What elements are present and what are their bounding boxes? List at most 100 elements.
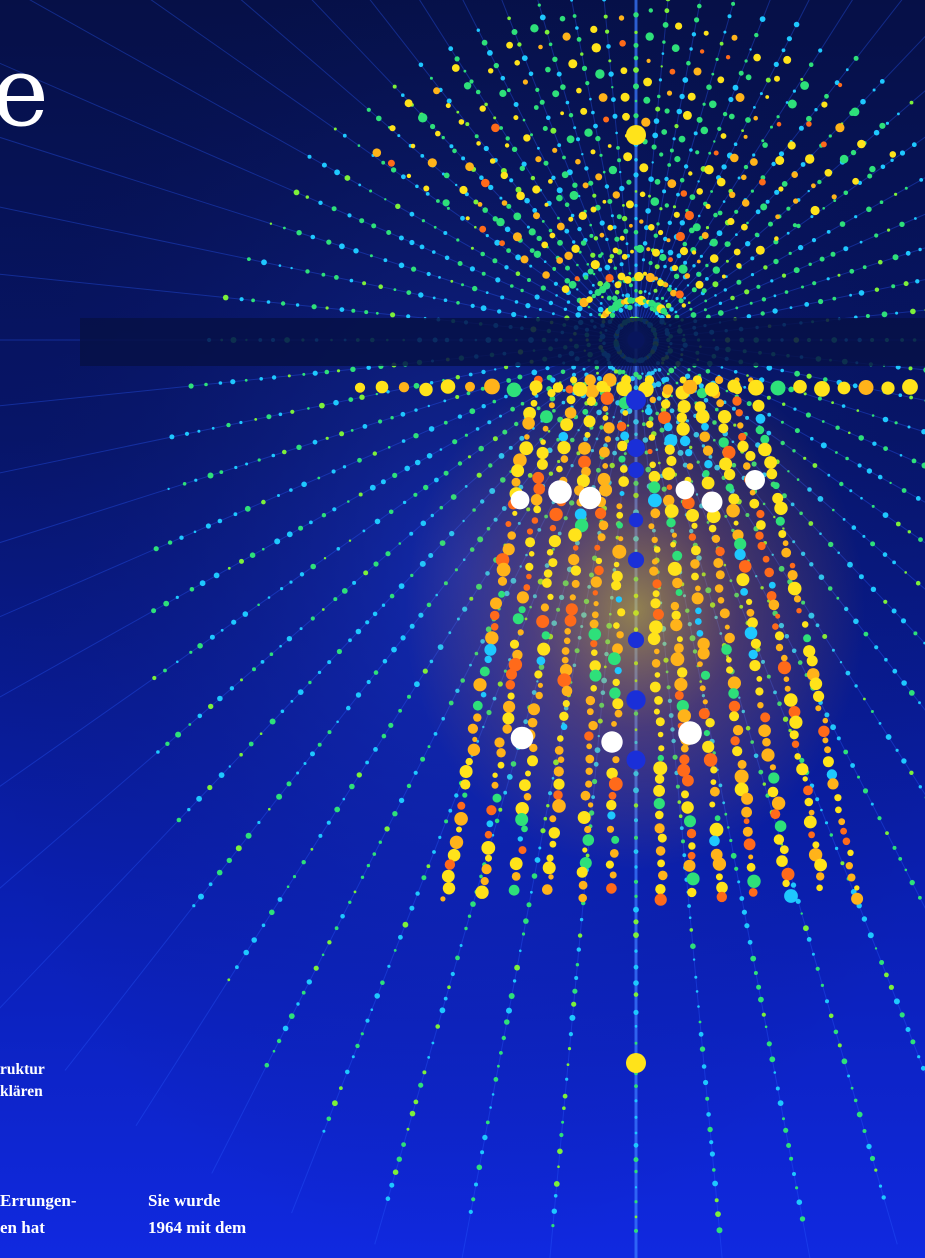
core-atom <box>671 264 679 272</box>
lattice-atom <box>714 1198 719 1203</box>
lattice-atom <box>616 146 620 150</box>
core-atom <box>690 559 700 569</box>
lattice-atom <box>786 36 793 42</box>
core-atom <box>818 725 830 737</box>
core-glow <box>405 350 865 870</box>
lattice-atom <box>853 1098 858 1103</box>
lattice-atom <box>633 229 639 235</box>
core-atom <box>869 165 876 173</box>
lattice-ray <box>537 0 637 341</box>
core-atom <box>687 851 696 860</box>
lattice-atom <box>167 487 170 491</box>
core-atom <box>536 615 550 628</box>
lattice-atom <box>388 722 394 728</box>
lattice-atom <box>595 135 601 142</box>
caption-line: klären <box>0 1083 43 1100</box>
lattice-atom <box>336 369 341 373</box>
lattice-atom <box>385 1196 391 1201</box>
core-atom <box>570 565 582 576</box>
core-atom <box>634 271 644 282</box>
lattice-atom <box>365 1018 370 1023</box>
core-atom <box>658 745 665 752</box>
lattice-atom <box>712 1180 718 1187</box>
core-atom <box>879 122 886 129</box>
core-atom <box>812 841 820 849</box>
highlight-atom <box>745 470 765 490</box>
lattice-atom <box>527 278 531 282</box>
core-atom <box>687 92 696 101</box>
lattice-atom <box>505 136 510 141</box>
core-atom <box>664 504 679 518</box>
lattice-atom <box>618 307 624 313</box>
lattice-atom <box>794 370 800 377</box>
lattice-atom <box>472 285 478 292</box>
core-atom <box>679 376 687 384</box>
lattice-ray <box>635 0 853 341</box>
lattice-atom <box>325 306 329 310</box>
lattice-atom <box>634 1084 638 1088</box>
lattice-atom <box>418 292 424 298</box>
lattice-atom <box>288 1013 295 1019</box>
lattice-atom <box>847 1074 851 1078</box>
core-atom <box>715 873 723 881</box>
lattice-atom <box>662 40 666 44</box>
core-atom <box>462 792 468 798</box>
core-atom <box>704 460 713 469</box>
core-atom <box>484 655 492 664</box>
lattice-atom <box>521 161 527 167</box>
lattice-atom <box>387 446 391 449</box>
core-atom <box>576 866 588 878</box>
core-atom <box>433 87 441 95</box>
core-atom <box>683 859 696 872</box>
lattice-atom <box>506 203 512 209</box>
core-atom <box>716 177 726 187</box>
lattice-atom <box>254 418 258 421</box>
lattice-atom <box>737 176 741 180</box>
core-atom <box>535 691 543 700</box>
lattice-atom <box>414 459 421 466</box>
core-atom <box>815 705 822 712</box>
core-atom <box>643 96 651 104</box>
lattice-atom <box>741 909 748 915</box>
lattice-atom <box>739 896 745 901</box>
core-atom <box>748 854 754 860</box>
core-atom <box>666 484 673 491</box>
core-atom <box>796 608 802 614</box>
lattice-atom <box>606 44 611 49</box>
lattice-atom <box>731 1 736 6</box>
lattice-atom <box>860 98 866 105</box>
lattice-atom <box>187 807 191 812</box>
core-atom <box>730 736 740 746</box>
lattice-atom <box>447 985 451 989</box>
lattice-atom <box>511 311 517 318</box>
lattice-atom <box>611 97 616 102</box>
core-atom <box>605 860 615 869</box>
lattice-atom <box>849 268 855 274</box>
lattice-atom <box>456 301 460 305</box>
lattice-atom <box>322 1129 326 1133</box>
core-atom <box>725 241 731 247</box>
core-atom <box>497 576 508 586</box>
lattice-atom <box>571 1001 577 1007</box>
lattice-atom <box>683 260 688 265</box>
highlight-atom <box>548 480 572 504</box>
lattice-atom <box>301 990 306 995</box>
core-atom <box>663 494 675 507</box>
lattice-atom <box>460 215 465 221</box>
lattice-atom <box>568 1032 574 1037</box>
lattice-atom <box>572 182 578 188</box>
core-atom <box>423 185 430 192</box>
lattice-atom <box>264 1062 270 1068</box>
core-atom <box>536 458 548 470</box>
lattice-atom <box>819 256 825 262</box>
core-atom <box>499 240 505 247</box>
core-atom <box>686 828 697 839</box>
core-atom <box>572 545 579 551</box>
lattice-atom <box>576 37 582 42</box>
lattice-atom <box>529 264 533 268</box>
lattice-atom <box>826 277 830 281</box>
lattice-atom <box>543 260 547 264</box>
lattice-atom <box>623 228 629 234</box>
core-atom <box>687 887 697 898</box>
lattice-atom <box>504 265 509 270</box>
